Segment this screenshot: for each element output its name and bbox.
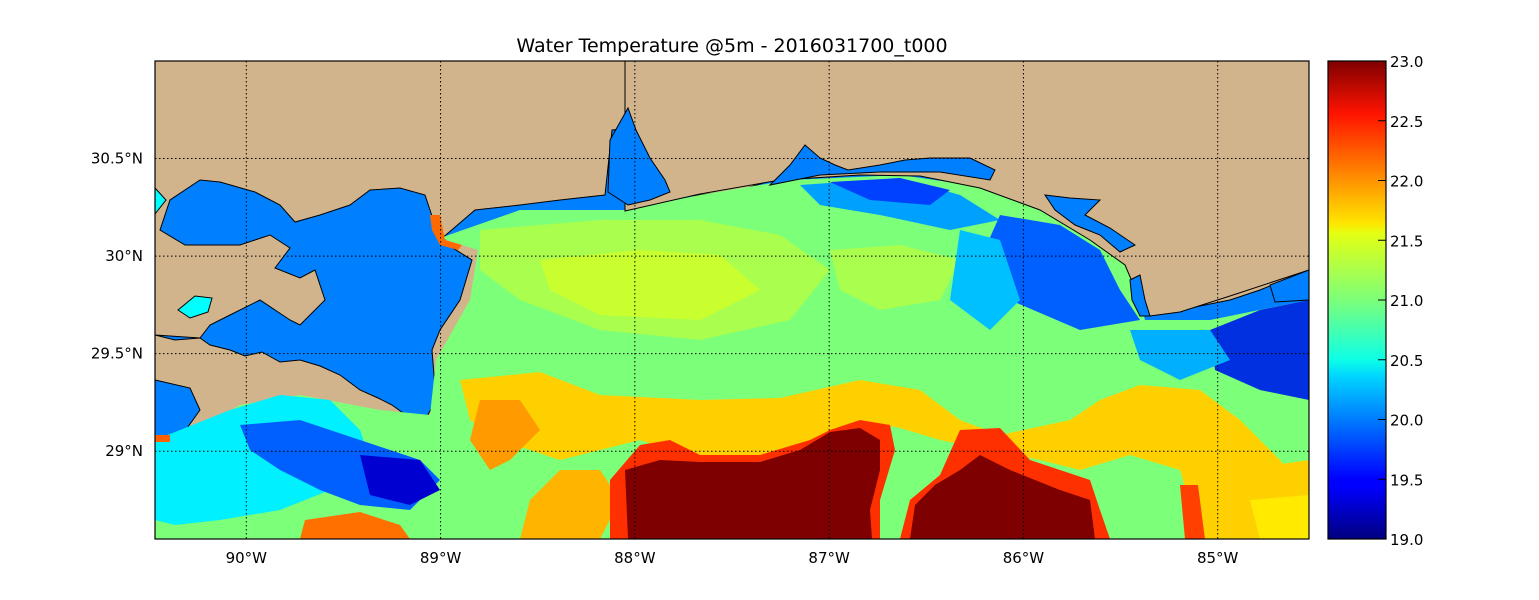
inland-water-coast: [607, 106, 671, 206]
lon-tick-label: 88°W: [614, 549, 656, 567]
inland-water-coast: [1043, 194, 1137, 253]
lat-tick-label: 29°N: [105, 442, 143, 460]
colorbar-tick-label: 20.0: [1390, 412, 1423, 430]
colorbar-tick-label: 23.0: [1390, 53, 1423, 71]
colorbar-tick-label: 19.5: [1390, 471, 1423, 489]
colorbar-tick-label: 21.0: [1390, 292, 1423, 310]
lon-tick-label: 89°W: [420, 549, 462, 567]
lat-tick-label: 30°N: [105, 247, 143, 265]
longitude-tick-labels: 90°W 89°W 88°W 87°W 86°W 85°W: [226, 549, 1239, 567]
map-frame: [154, 60, 1310, 540]
map-title: Water Temperature @5m - 2016031700_t000: [516, 35, 948, 57]
inland-water-coast: [1269, 269, 1309, 303]
inland-water-coast: [1129, 274, 1151, 317]
lon-tick-label: 86°W: [1003, 549, 1045, 567]
inland-water-bay: [155, 379, 201, 441]
colorbar-tick-label: 22.0: [1390, 173, 1423, 191]
lat-tick-label: 30.5°N: [91, 150, 143, 168]
colorbar-tick-label: 21.5: [1390, 232, 1423, 250]
lake-icon: [177, 295, 213, 319]
map-plot-area: [155, 61, 1309, 539]
lon-tick-label: 87°W: [808, 549, 850, 567]
inland-water-west: [155, 179, 473, 421]
colorbar-tick-label: 22.5: [1390, 113, 1423, 131]
lon-tick-label: 85°W: [1197, 549, 1239, 567]
temperature-field: [155, 175, 1309, 539]
lon-tick-label: 90°W: [226, 549, 268, 567]
lake-icon: [155, 187, 167, 215]
inland-water-coast: [768, 144, 996, 186]
graticule: [155, 61, 1309, 539]
land: [624, 61, 1309, 317]
colorbar-tick-label: 20.5: [1390, 352, 1423, 370]
colorbar-tick-labels: 23.0 22.5 22.0 21.5 21.0 20.5 20.0 19.5 19.0: [1378, 53, 1423, 549]
latitude-tick-labels: 30.5°N 30°N 29.5°N 29°N: [91, 150, 143, 461]
colorbar: [1327, 60, 1387, 540]
lat-tick-label: 29.5°N: [91, 345, 143, 363]
colorbar-tick-label: 19.0: [1390, 531, 1423, 549]
